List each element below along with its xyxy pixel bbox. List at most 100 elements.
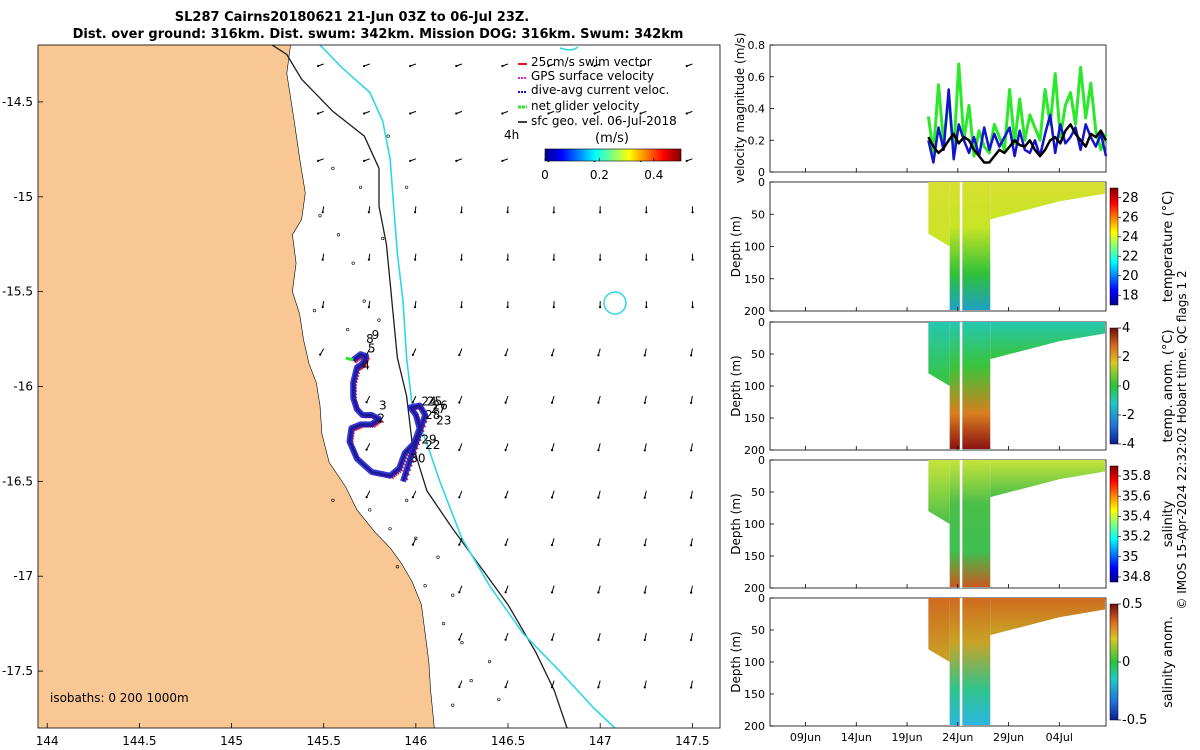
isobath-1000m <box>319 45 616 728</box>
reef-speck <box>497 697 501 702</box>
reef-speck <box>388 527 392 531</box>
reef-speck <box>312 309 317 313</box>
geo-vector <box>597 348 601 356</box>
section-colorbar-tick-label: 26 <box>1122 210 1139 225</box>
geo-vector <box>551 443 555 451</box>
geo-vector-head <box>690 401 693 404</box>
geo-vector-head <box>460 306 463 309</box>
map-y-tick-label: -17 <box>13 569 33 583</box>
map-colorbar-ticks: 0 0.2 0.4 <box>541 158 663 182</box>
geo-vector <box>366 395 371 403</box>
geo-vector <box>412 395 417 403</box>
geo-vector-head <box>321 211 324 214</box>
geo-vector-head <box>501 159 504 162</box>
geo-vector-head <box>317 64 320 68</box>
map-x-tick-label: 145.5 <box>307 734 341 748</box>
map-x-tick-label: 146.5 <box>491 734 525 748</box>
geo-vector-head <box>690 496 693 499</box>
map-subtitle: Dist. over ground: 316km. Dist. swum: 34… <box>73 27 684 42</box>
deep-profiles <box>949 460 991 587</box>
section-colorbar-tick-label: 35 <box>1122 550 1139 565</box>
glider-track <box>348 353 427 482</box>
velocity-y-ticks: 0 0.2 0.4 0.6 0.8 <box>748 39 774 179</box>
geo-vector-head <box>639 64 642 68</box>
geo-vector <box>690 490 693 498</box>
geo-vector-head <box>599 258 602 261</box>
shallow-profiles-late <box>928 460 1105 498</box>
velocity-y-tick-label: 0.8 <box>748 39 766 52</box>
day-label: 8 <box>366 332 374 346</box>
geo-vector <box>458 395 463 403</box>
section-colorbar-tick-label: 22 <box>1122 249 1139 264</box>
data-gap <box>959 182 963 311</box>
reef-speck <box>362 299 366 303</box>
geo-vector-head <box>547 112 550 115</box>
geo-vector-head <box>691 211 694 214</box>
shallow-profiles-early <box>928 598 950 662</box>
geo-vector-head <box>643 449 646 452</box>
geo-vector-head <box>506 211 509 214</box>
shallow-profiles-early <box>928 322 950 386</box>
section-y-tick-label: 50 <box>751 486 765 499</box>
legend-dive: dive-avg current veloc. <box>531 83 669 97</box>
geo-vector <box>505 585 509 593</box>
reef-speck <box>368 508 372 512</box>
geo-vector-head <box>365 448 368 451</box>
reef-speck <box>405 185 409 189</box>
geo-vector-head <box>691 306 694 309</box>
geo-vector-head <box>460 211 463 214</box>
isobath-200m <box>271 45 568 728</box>
section-colorbar-label: salinity anom. <box>1161 616 1176 708</box>
geo-vector <box>644 680 647 688</box>
map-title: SL287 Cairns20180621 21-Jun 03Z to 06-Ju… <box>175 10 529 25</box>
geo-vector <box>690 538 693 546</box>
velocity-series-2 <box>927 123 1108 164</box>
geo-vector-head <box>504 591 507 594</box>
reef-speck <box>469 678 473 683</box>
geo-vector <box>551 680 555 688</box>
geo-vector <box>644 585 647 593</box>
section-y-tick-label: 150 <box>744 273 765 286</box>
section-y-tick-label: 0 <box>758 592 765 605</box>
section-colorbar <box>1109 187 1119 306</box>
geo-vector-head <box>411 543 414 546</box>
shallow-profiles-early <box>928 460 950 524</box>
section-colorbar-label: temperature (°C) <box>1161 191 1176 303</box>
reef-speck <box>436 555 440 559</box>
day-label: 27 <box>431 402 446 416</box>
geo-vector-head <box>550 638 554 641</box>
section-panel-2: 0 50 100 150 200 Depth (m) 28 26 24 22 20 18 tempera… <box>729 176 1176 318</box>
geo-vector-head <box>504 638 507 641</box>
geo-vector-head <box>643 686 646 689</box>
geo-vector <box>690 395 693 403</box>
section-y-tick-label: 50 <box>751 348 765 361</box>
geo-vector <box>505 348 509 356</box>
geo-vector <box>458 585 463 593</box>
geo-vector-head <box>460 258 463 261</box>
geo-vector-head <box>550 543 554 547</box>
velocity-y-tick-label: 0.2 <box>748 134 766 147</box>
section-y-tick-label: 100 <box>744 380 765 393</box>
map-x-tick-label: 144.5 <box>122 734 156 748</box>
geo-vector-head <box>552 258 555 261</box>
map-y-ticks: -14.5 -15 -15.5 -16 -16.5 -17 -17.5 <box>2 95 43 678</box>
geo-vector-head <box>597 449 600 452</box>
geo-vector <box>644 538 647 546</box>
geo-vector-head <box>599 306 602 309</box>
geo-vector <box>644 490 647 498</box>
geo-vector-head <box>455 112 458 115</box>
geo-vector-head <box>317 112 320 115</box>
geo-vector-head <box>685 159 688 162</box>
geo-vector <box>551 538 555 546</box>
section-y-tick-label: 200 <box>744 305 765 318</box>
deep-profiles <box>949 182 991 310</box>
geo-vector <box>319 348 325 355</box>
section-colorbar-label: salinity <box>1161 500 1176 547</box>
geo-vector-head <box>691 258 694 261</box>
velocity-ylabel: velocity magnitude (m/s) <box>733 33 747 184</box>
day-label: 30 <box>410 451 425 465</box>
reef-speck <box>318 214 322 218</box>
copyright-note: © IMOS 15-Apr-2024 22:32:02 Hobart time.… <box>1175 270 1189 609</box>
time-marker: 4h <box>504 128 519 142</box>
